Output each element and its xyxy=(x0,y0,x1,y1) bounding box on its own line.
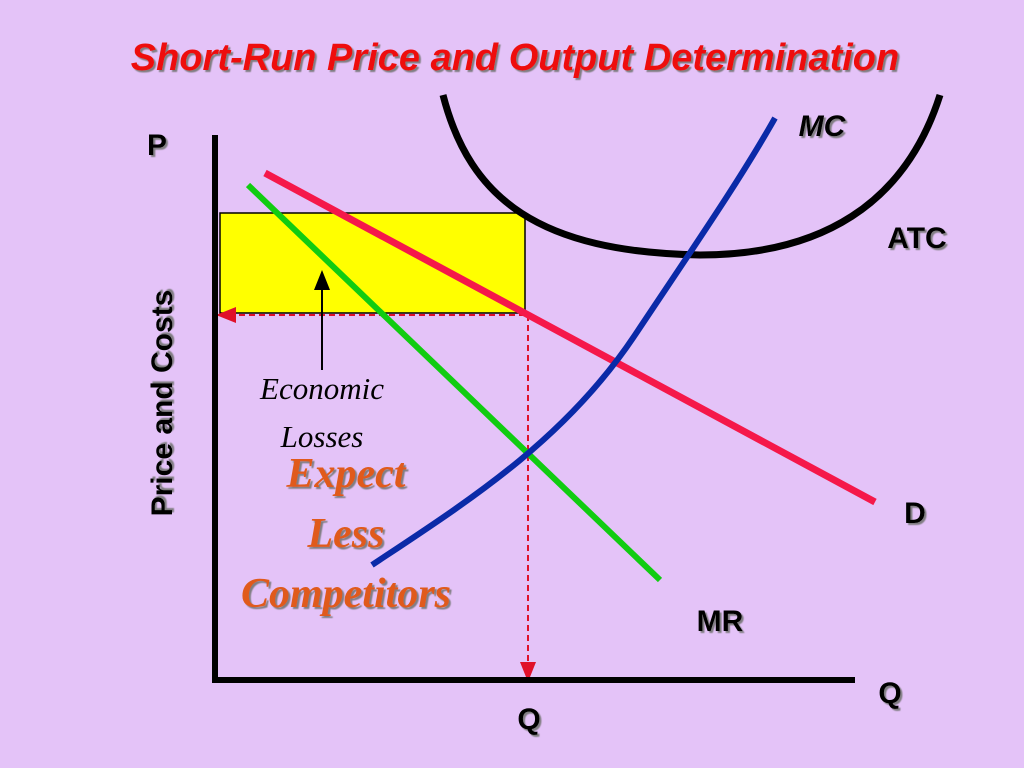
outlook-line: Competitors xyxy=(241,571,451,617)
outlook-line: Less xyxy=(307,511,385,557)
demand-curve xyxy=(263,169,877,506)
y-symbol: P xyxy=(147,129,167,162)
atc-curve xyxy=(439,93,944,259)
losses-line: Losses xyxy=(280,419,364,454)
mr-label: MR xyxy=(697,605,744,638)
atc-label: ATC xyxy=(887,222,946,255)
title: Short-Run Price and Output Determination xyxy=(131,37,899,79)
losses-line: Economic xyxy=(259,371,384,406)
mr-curve xyxy=(245,182,663,583)
outlook-line: Expect xyxy=(286,451,407,497)
y-title: Price and Costs xyxy=(146,290,179,517)
quantity-marker: Q xyxy=(517,703,540,736)
mc-label: MC xyxy=(799,110,847,143)
mc-curve xyxy=(370,116,778,568)
x-symbol: Q xyxy=(878,677,901,710)
demand-label: D xyxy=(904,497,926,530)
